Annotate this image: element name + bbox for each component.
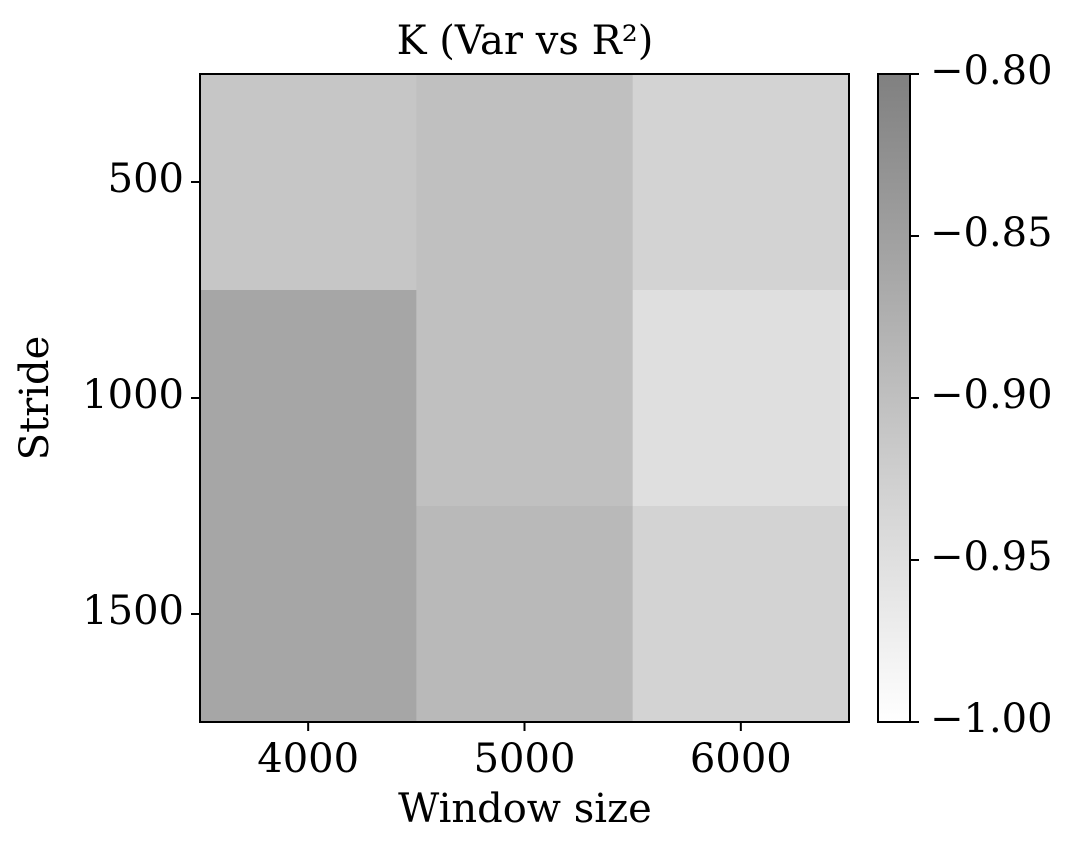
- heatmap-cell: [632, 74, 850, 291]
- colorbar-tick-label: −0.90: [930, 372, 1053, 418]
- colorbar-tick-label: −0.80: [930, 48, 1053, 94]
- y-tick-label: 500: [108, 156, 184, 202]
- colorbar-tick-label: −0.85: [930, 210, 1053, 256]
- colorbar: [877, 73, 911, 723]
- y-axis-label: Stride: [12, 336, 58, 461]
- heatmap-cell: [200, 290, 417, 507]
- x-tick-label: 4000: [257, 736, 359, 782]
- heatmap-cell: [200, 74, 417, 291]
- heatmap-cell: [416, 506, 634, 723]
- heatmap-cell: [416, 74, 634, 291]
- heatmap-cell: [200, 506, 417, 723]
- x-tick-label: 5000: [474, 736, 576, 782]
- heatmap-cell: [632, 506, 850, 723]
- x-tick-label: 6000: [690, 736, 792, 782]
- colorbar-tick-label: −1.00: [930, 696, 1053, 742]
- y-tick-label: 1500: [82, 588, 184, 634]
- chart-title: K (Var vs R²): [397, 18, 654, 64]
- heatmap-cell: [632, 290, 850, 507]
- colorbar-tick-label: −0.95: [930, 534, 1053, 580]
- heatmap-cell: [416, 290, 634, 507]
- y-tick-label: 1000: [82, 372, 184, 418]
- x-axis-label: Window size: [398, 786, 652, 832]
